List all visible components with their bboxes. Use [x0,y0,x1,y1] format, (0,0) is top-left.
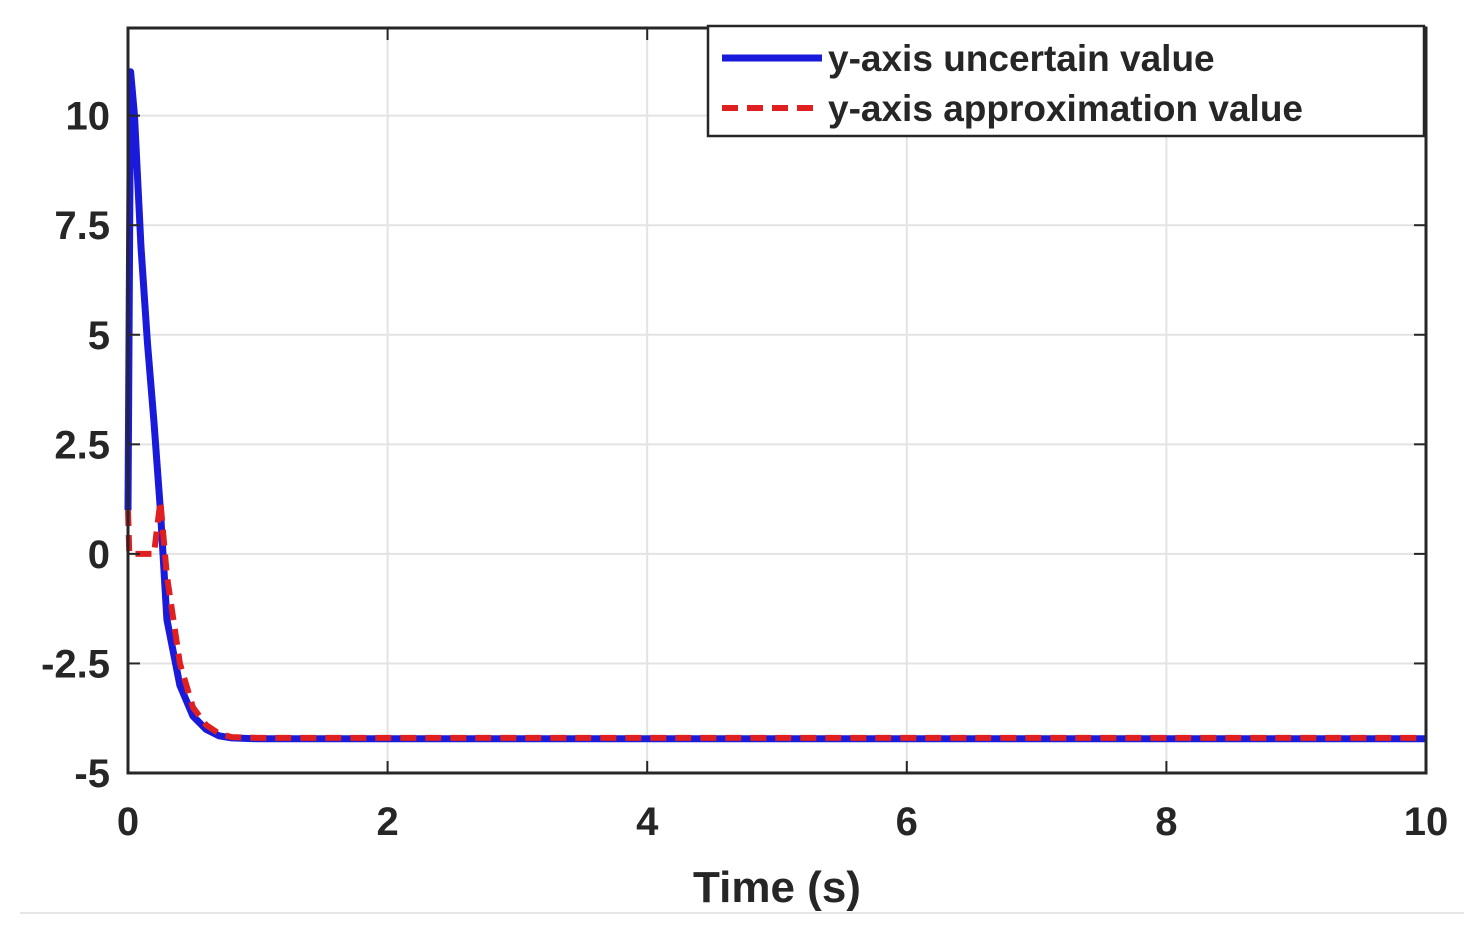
y-tick-label: -5 [74,752,110,796]
legend-box [706,24,1426,138]
axis-ticks: 0 2 4 6 8 10 -5 -2.5 0 2.5 5 7.5 10 [41,28,1448,844]
series-line-1 [125,498,1426,741]
y-tick-label: 10 [66,95,111,139]
legend-entry-approximation: y-axis approximation value [828,88,1303,129]
bottom-rule [20,912,1464,914]
y-tick-label: 2.5 [54,423,110,467]
series-line-0 [124,68,1426,743]
x-tick-label: 0 [117,800,139,844]
x-tick-label: 6 [896,800,918,844]
grid [127,28,1427,774]
x-tick-label: 2 [376,800,398,844]
plot-frame [126,26,1428,775]
y-tick-label: 5 [88,314,110,358]
series-lines [124,68,1426,743]
x-tick-label: 8 [1155,800,1177,844]
y-tick-label: 7.5 [54,204,110,248]
x-axis-label: Time (s) [693,863,861,912]
legend: y-axis uncertain value y-axis approximat… [706,24,1426,138]
x-tick-label: 10 [1404,800,1449,844]
y-tick-label: 0 [88,533,110,577]
legend-entry-uncertain: y-axis uncertain value [828,38,1215,79]
y-tick-label: -2.5 [41,642,110,686]
x-tick-label: 4 [636,800,659,844]
